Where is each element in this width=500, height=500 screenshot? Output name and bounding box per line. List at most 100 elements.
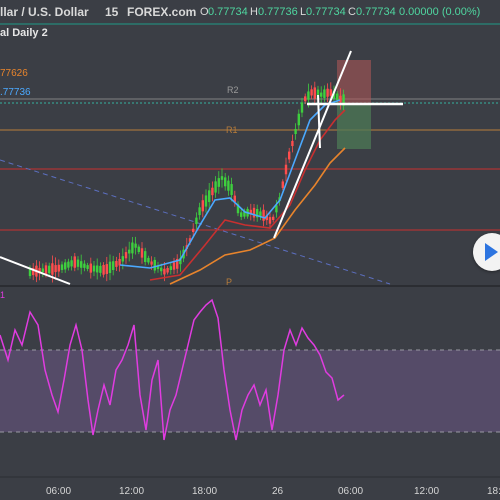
candle-body: [230, 184, 233, 195]
candle-body: [243, 210, 246, 217]
candle-body: [310, 89, 313, 96]
candle-body: [211, 187, 214, 196]
candle-body: [275, 205, 278, 213]
candle-body: [307, 91, 310, 100]
candle-body: [105, 264, 108, 274]
candle-body: [192, 228, 195, 233]
candle-body: [288, 151, 291, 160]
candle-body: [92, 265, 96, 272]
candle-body: [169, 266, 172, 271]
pivot-label-p: P: [226, 277, 232, 287]
candle-body: [134, 243, 137, 248]
open-label: O: [200, 6, 209, 18]
time-label: 06:00: [46, 486, 71, 497]
candle-body: [124, 252, 128, 259]
candle-body: [44, 265, 48, 275]
ma-red-line: [149, 109, 346, 281]
candle-body: [150, 261, 153, 265]
candle-body: [236, 204, 240, 214]
candle-body: [96, 265, 99, 273]
candle-body: [102, 264, 105, 275]
candle-body: [179, 258, 182, 265]
high-label: H: [250, 6, 258, 18]
rsi-label: 1: [0, 290, 5, 300]
open-value: 0.77734: [208, 6, 248, 18]
time-label: 06:00: [338, 486, 363, 497]
candle-body: [272, 216, 275, 221]
candle-body: [166, 268, 169, 273]
low-label: L: [300, 6, 307, 18]
candle-body: [262, 209, 265, 221]
symbol-legend[interactable]: llar / U.S. Dollar 15 FOREX.com O 0.7773…: [0, 0, 500, 24]
candle-body: [41, 268, 44, 273]
candle-body: [153, 259, 156, 271]
candle-body: [140, 248, 144, 258]
time-label: 12:00: [414, 486, 439, 497]
candle-body: [313, 87, 316, 99]
indicator-value-orange: 77626: [0, 68, 28, 79]
position-box-red: [337, 60, 371, 103]
candle-body: [172, 262, 176, 270]
candle-body: [38, 267, 41, 274]
candle-body: [233, 195, 236, 202]
close-value: 0.77734: [356, 6, 396, 18]
candle-body: [99, 265, 102, 273]
candle-body: [128, 249, 131, 254]
candle-body: [32, 268, 35, 276]
candle-body: [156, 265, 160, 270]
pivot-label-r1: R1: [226, 125, 238, 135]
candle-body: [176, 258, 179, 269]
low-value: 0.77734: [306, 6, 346, 18]
candle-body: [208, 190, 211, 203]
candle-body: [160, 267, 163, 272]
candle-body: [163, 268, 166, 275]
candle-body: [316, 89, 320, 99]
indicator-value-blue: .77736: [0, 87, 31, 98]
candle-body: [326, 88, 329, 97]
candle-body: [329, 89, 332, 96]
candle-body: [291, 140, 294, 147]
candle-body: [51, 263, 54, 275]
change-value: 0.00000 (0.00%): [399, 6, 481, 18]
candle-body: [131, 242, 134, 254]
candle-body: [304, 96, 307, 102]
candle-body: [70, 260, 73, 267]
close-label: C: [348, 6, 356, 18]
candle-body: [320, 92, 323, 97]
candle-body: [342, 94, 345, 106]
candle-body: [118, 258, 121, 266]
candle-body: [227, 180, 230, 191]
candle-body: [265, 215, 268, 221]
play-button[interactable]: [473, 233, 500, 271]
candle-body: [28, 267, 32, 277]
candle-body: [249, 209, 252, 215]
time-label: 18:00: [192, 486, 217, 497]
candle-body: [48, 265, 51, 274]
candle-body: [224, 177, 227, 187]
time-axis[interactable]: 06:00 12:00 18:00 26 06:00 12:00 18:: [46, 486, 500, 497]
candle-body: [147, 257, 150, 263]
candle-body: [268, 217, 272, 224]
candle-body: [121, 256, 124, 262]
candle-body: [240, 212, 243, 217]
candle-body: [252, 207, 256, 218]
candle-body: [198, 207, 201, 216]
indicator-title[interactable]: al Daily 2: [0, 27, 48, 39]
candle-body: [89, 263, 92, 273]
candle-body: [217, 178, 220, 187]
pivot-label-r2: R2: [227, 85, 239, 95]
candle-body: [297, 113, 300, 126]
candle-body: [115, 260, 118, 267]
candle-body: [76, 259, 80, 267]
candle-body: [108, 261, 112, 274]
ma-blue-line: [119, 99, 341, 269]
candle-body: [300, 102, 304, 113]
time-label: 26: [272, 486, 284, 497]
candle-body: [137, 246, 140, 252]
candle-body: [112, 261, 115, 271]
candle-body: [67, 261, 70, 268]
source: FOREX.com: [127, 5, 197, 19]
time-label: 12:00: [119, 486, 144, 497]
candle-body: [86, 265, 89, 269]
